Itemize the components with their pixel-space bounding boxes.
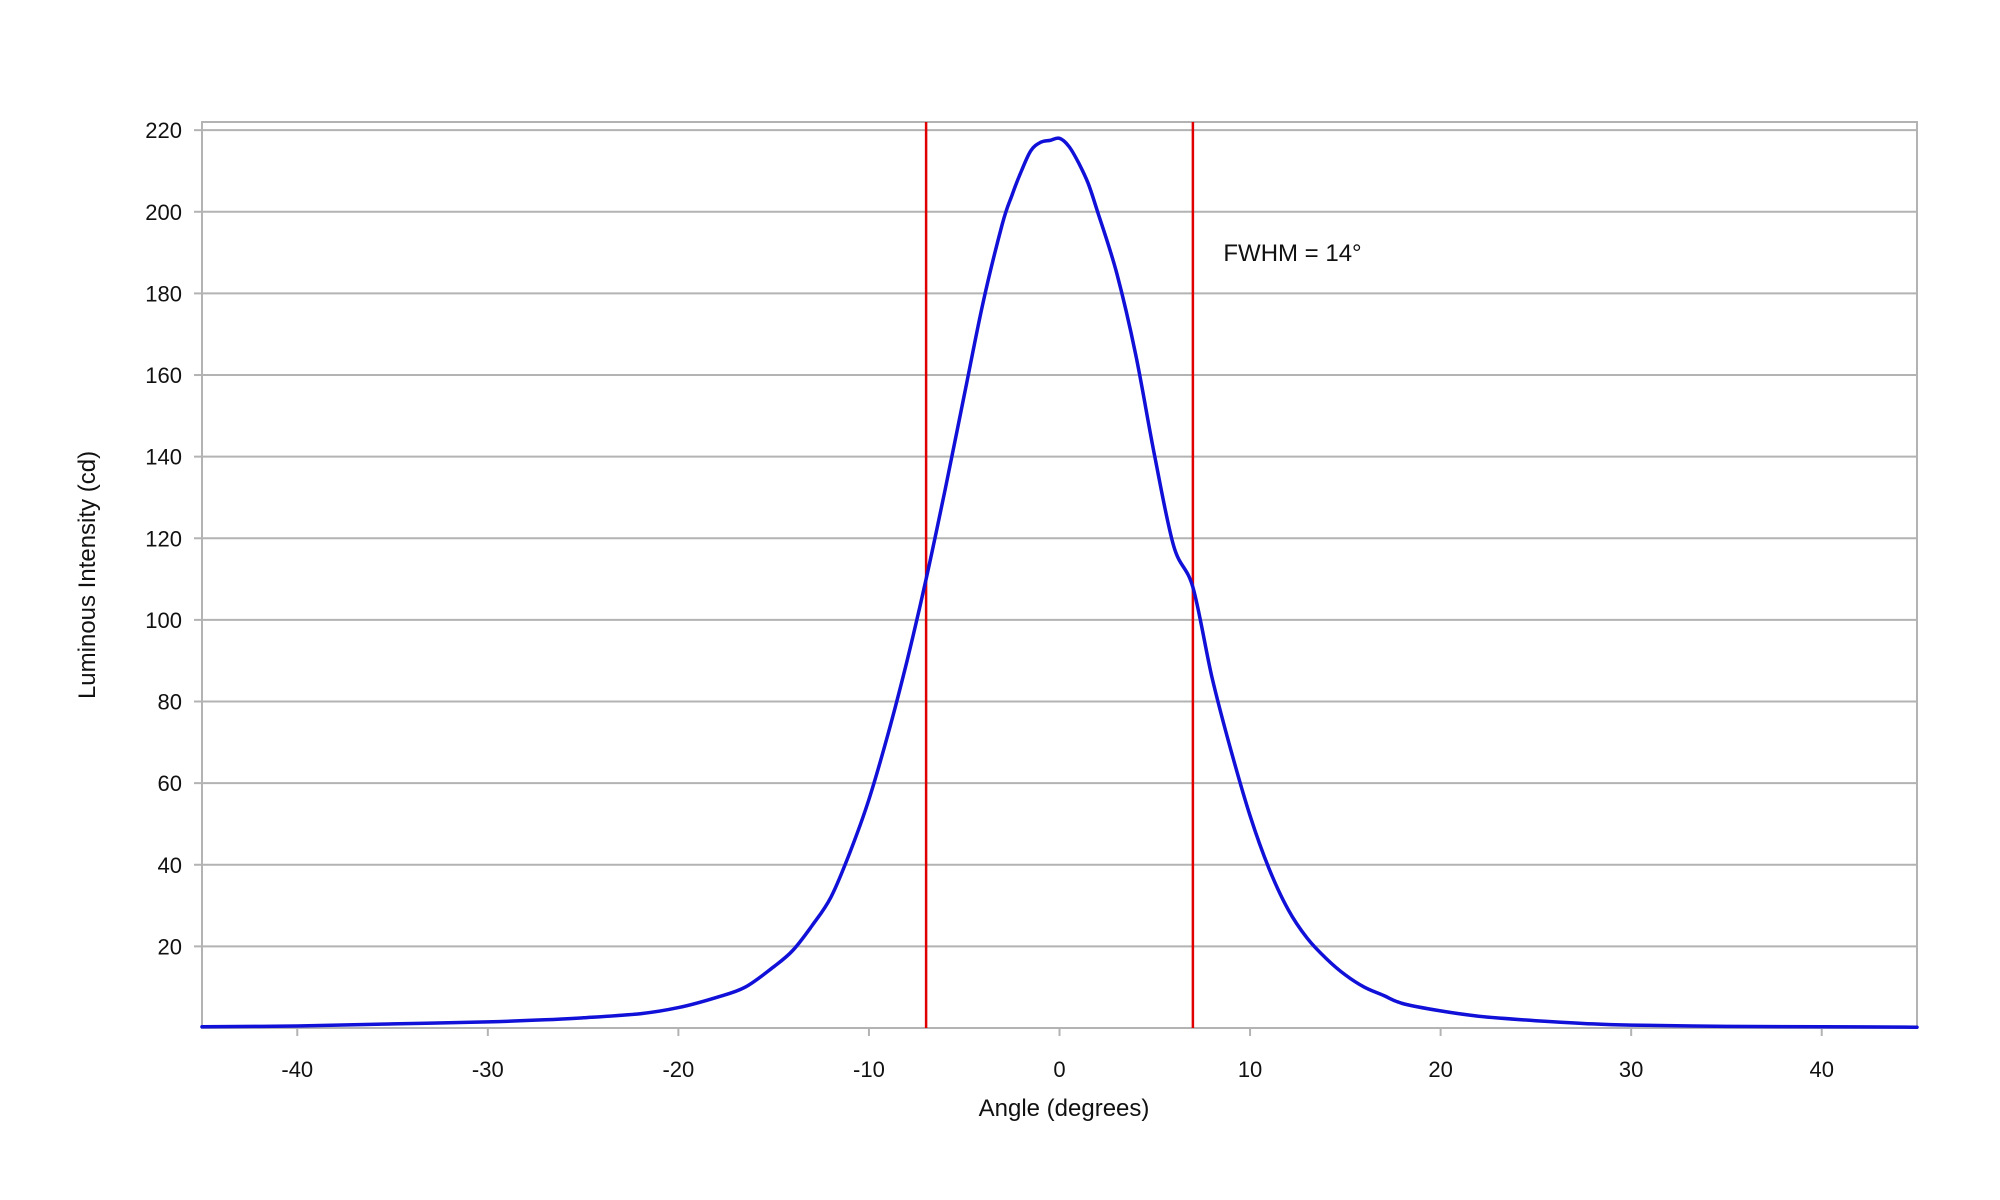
annotations: FWHM = 14°: [1223, 240, 1361, 267]
x-axis: -40 -30 -20 -10 0 10 20 30 40: [281, 1028, 1834, 1082]
y-tick-label: 120: [145, 526, 182, 551]
x-tick-label: 40: [1809, 1057, 1833, 1082]
gridlines: [202, 129, 1917, 948]
y-tick-label: 100: [145, 608, 182, 633]
y-tick-label: 200: [145, 200, 182, 225]
y-tick-label: 160: [145, 363, 182, 388]
y-tick-label: 60: [158, 771, 182, 796]
x-axis-title: Angle (degrees): [979, 1095, 1150, 1122]
x-tick-label: 30: [1619, 1057, 1643, 1082]
x-tick-label: -30: [472, 1057, 504, 1082]
intensity-curve: [200, 136, 1919, 1029]
plot-frame: [201, 121, 1918, 1029]
fwhm-lines: [924, 122, 1195, 1028]
y-tick-label: 40: [158, 853, 182, 878]
y-tick-label: 140: [145, 445, 182, 470]
x-tick-label: -10: [853, 1057, 885, 1082]
x-tick-label: -20: [662, 1057, 694, 1082]
series-layer: [200, 136, 1919, 1029]
y-tick-label: 80: [158, 690, 182, 715]
y-axis: 20 40 60 80 100 120 140 160 180 200 220: [145, 118, 202, 959]
fwhm-annotation: FWHM = 14°: [1223, 240, 1361, 267]
y-tick-label: 220: [145, 118, 182, 143]
y-tick-label: 20: [158, 934, 182, 959]
y-axis-title: Luminous Intensity (cd): [74, 451, 101, 699]
x-tick-label: -40: [281, 1057, 313, 1082]
y-tick-label: 180: [145, 281, 182, 306]
x-tick-label: 20: [1428, 1057, 1452, 1082]
x-tick-label: 10: [1238, 1057, 1262, 1082]
x-tick-label: 0: [1053, 1057, 1065, 1082]
